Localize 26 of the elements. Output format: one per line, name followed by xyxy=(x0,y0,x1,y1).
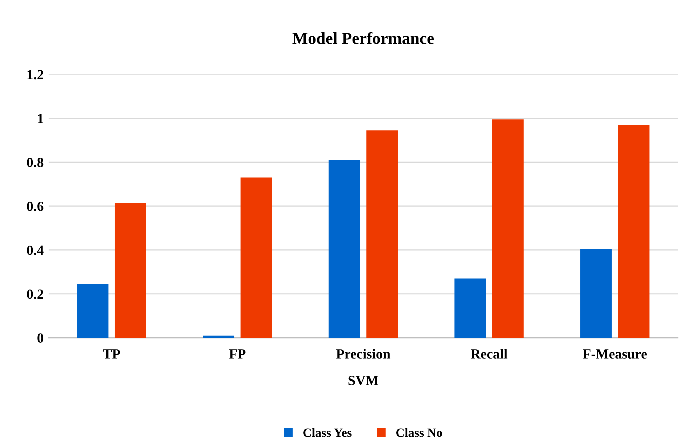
y-tick-label: 0.2 xyxy=(27,290,44,300)
x-tick-label: FP xyxy=(229,350,246,359)
bar xyxy=(580,249,612,338)
bar xyxy=(203,336,235,338)
bar xyxy=(492,120,524,338)
y-tick-label: 0.6 xyxy=(27,202,44,212)
bar xyxy=(618,125,650,338)
bar xyxy=(366,130,398,338)
x-tick-label: F-Measure xyxy=(583,350,648,359)
bar xyxy=(77,284,109,338)
y-tick-label: 0 xyxy=(38,334,44,343)
x-tick-label: TP xyxy=(103,350,120,359)
x-axis-title: SVM xyxy=(348,376,379,386)
y-tick-label: 0.8 xyxy=(27,158,44,168)
y-tick-label: 1 xyxy=(38,114,44,124)
bar xyxy=(240,178,272,338)
x-tick-label: Precision xyxy=(336,349,391,359)
bar xyxy=(114,203,146,338)
bar xyxy=(454,278,486,338)
x-tick-label: Recall xyxy=(471,349,508,359)
y-tick-label: 1.2 xyxy=(28,70,44,80)
chart-title: Model Performance xyxy=(292,32,434,44)
legend-label: Class Yes xyxy=(304,428,352,438)
bar xyxy=(328,160,360,338)
y-tick-label: 0.4 xyxy=(27,246,44,256)
legend-label: Class No xyxy=(396,428,442,438)
